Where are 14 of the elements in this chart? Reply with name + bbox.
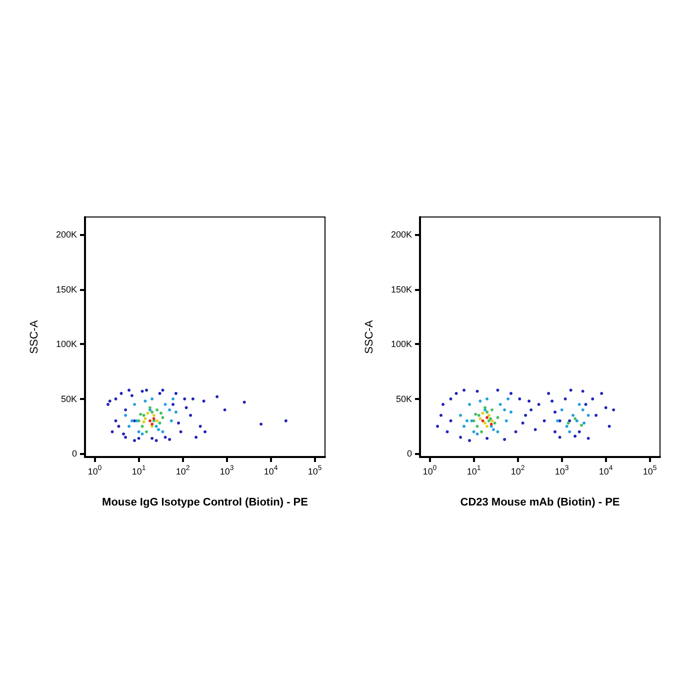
y-tick-label: 0 bbox=[406, 448, 412, 459]
y-tick-label: 200K bbox=[390, 230, 412, 240]
y-tick-label: 200K bbox=[56, 230, 77, 240]
y-tick-label: 100K bbox=[390, 339, 412, 350]
x-axis-title: Mouse IgG Isotype Control (Biotin) - PE bbox=[102, 496, 308, 508]
y-tick-label: 150K bbox=[56, 284, 77, 294]
y-tick-label: 0 bbox=[72, 448, 77, 459]
y-tick-label: 100K bbox=[56, 339, 77, 350]
y-tick-label: 150K bbox=[390, 284, 412, 294]
y-tick-label: 50K bbox=[396, 394, 412, 404]
y-tick-label: 50K bbox=[60, 394, 77, 404]
y-axis-title: SSC-A bbox=[364, 320, 376, 354]
y-axis-title: SSC-A bbox=[28, 320, 40, 354]
x-axis-title: CD23 Mouse mAb (Biotin) - PE bbox=[460, 496, 620, 508]
